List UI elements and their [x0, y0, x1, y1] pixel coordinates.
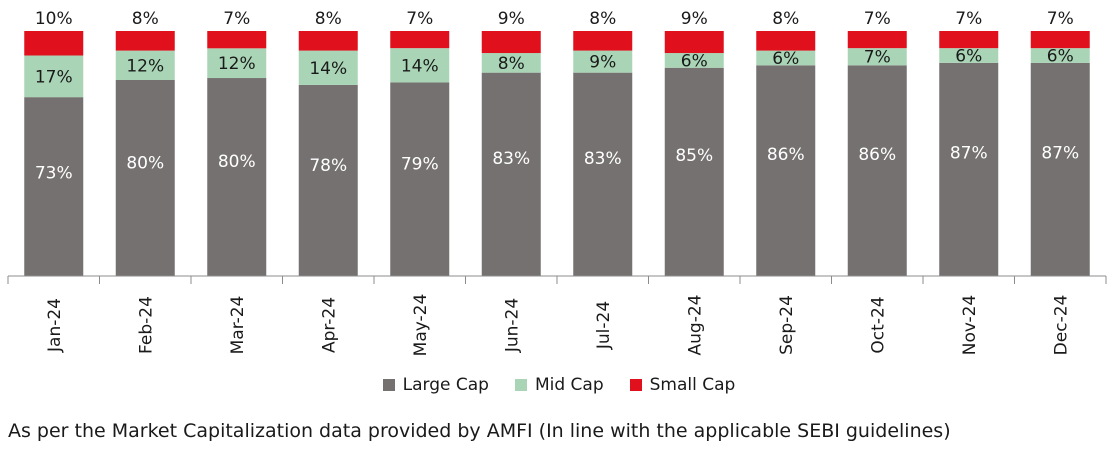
small-cap-label-apr-24: 8% — [315, 9, 342, 29]
mid-cap-label-may-24: 14% — [401, 56, 439, 76]
mid-cap-label-dec-24: 6% — [1047, 47, 1074, 67]
mid-cap-bar-apr-24 — [298, 50, 358, 85]
large-cap-label-may-24: 79% — [401, 155, 439, 175]
x-tick-label-dec-24: Dec-24 — [1051, 295, 1071, 356]
x-tick-label-may-24: May-24 — [411, 294, 431, 357]
mid-cap-label-feb-24: 12% — [126, 56, 164, 76]
mid-cap-bar-jul-24 — [573, 50, 633, 73]
large-cap-bar-jul-24 — [573, 72, 633, 277]
small-cap-label-may-24: 7% — [406, 9, 433, 29]
legend-label-mid-cap: Mid Cap — [534, 375, 604, 395]
large-cap-label-sep-24: 86% — [767, 145, 805, 165]
x-tick-label-sep-24: Sep-24 — [777, 295, 797, 355]
small-cap-label-nov-24: 7% — [955, 9, 982, 29]
mid-cap-label-aug-24: 6% — [681, 51, 708, 71]
mid-cap-label-oct-24: 7% — [864, 48, 891, 68]
footnote: As per the Market Capitalization data pr… — [8, 420, 951, 442]
small-cap-label-mar-24: 7% — [223, 9, 250, 29]
large-cap-bar-sep-24 — [756, 65, 816, 276]
large-cap-bar-dec-24 — [1030, 62, 1090, 276]
mid-cap-label-jun-24: 8% — [498, 54, 525, 74]
small-cap-label-aug-24: 9% — [681, 9, 708, 29]
mid-cap-bar-jun-24 — [481, 53, 541, 73]
legend-item-mid-cap: Mid Cap — [514, 375, 604, 395]
small-cap-label-jul-24: 8% — [589, 9, 616, 29]
small-cap-bar-may-24 — [390, 31, 450, 49]
large-cap-label-aug-24: 85% — [675, 146, 713, 166]
large-cap-label-jul-24: 83% — [584, 149, 622, 169]
x-tick-label-aug-24: Aug-24 — [685, 295, 705, 356]
mid-cap-bar-may-24 — [390, 48, 450, 83]
large-cap-bar-nov-24 — [939, 62, 999, 276]
x-tick-label-apr-24: Apr-24 — [319, 297, 339, 353]
mid-cap-label-apr-24: 14% — [309, 59, 347, 79]
small-cap-label-sep-24: 8% — [772, 9, 799, 29]
mid-cap-label-nov-24: 6% — [955, 47, 982, 67]
x-tick-label-mar-24: Mar-24 — [228, 296, 248, 355]
x-tick-label-nov-24: Nov-24 — [960, 295, 980, 356]
mid-cap-label-mar-24: 12% — [218, 54, 256, 74]
small-cap-label-jun-24: 9% — [498, 9, 525, 29]
bars-group: 73% 17% 10% 80% 12% 8% 80% 12% 7% 78% 14% 8% 79% 14% 7… — [24, 9, 1090, 277]
small-cap-label-feb-24: 8% — [132, 9, 159, 29]
x-tick-label-jun-24: Jun-24 — [502, 298, 522, 353]
small-cap-bar-nov-24 — [939, 31, 999, 49]
mid-cap-bar-mar-24 — [207, 48, 267, 79]
large-cap-label-mar-24: 80% — [218, 152, 256, 172]
x-tick-label-jan-24: Jan-24 — [45, 298, 65, 353]
large-cap-bar-may-24 — [390, 82, 450, 276]
legend: Large Cap Mid Cap Small Cap — [0, 375, 1118, 395]
x-tick-label-oct-24: Oct-24 — [868, 296, 888, 353]
small-cap-bar-jul-24 — [573, 31, 633, 51]
mid-cap-label-sep-24: 6% — [772, 49, 799, 69]
x-axis: Jan-24 Feb-24 Mar-24 Apr-24 May-24 Jun-24 Jul-… — [7, 275, 1107, 357]
mid-cap-label-jan-24: 17% — [35, 67, 73, 87]
small-cap-bar-jun-24 — [481, 31, 541, 54]
large-cap-label-apr-24: 78% — [309, 156, 347, 176]
x-tick-label-feb-24: Feb-24 — [136, 296, 156, 354]
mid-cap-label-jul-24: 9% — [589, 53, 616, 73]
small-cap-label-dec-24: 7% — [1047, 9, 1074, 29]
x-tick-label-jul-24: Jul-24 — [594, 301, 614, 350]
legend-swatch-mid-cap — [514, 379, 527, 391]
mid-cap-bar-jan-24 — [24, 55, 84, 98]
mid-cap-bar-feb-24 — [115, 50, 175, 80]
mid-cap-bar-oct-24 — [847, 48, 907, 66]
small-cap-bar-aug-24 — [664, 31, 724, 54]
large-cap-bar-jan-24 — [24, 97, 84, 277]
small-cap-label-oct-24: 7% — [864, 9, 891, 29]
legend-swatch-large-cap — [382, 379, 395, 391]
legend-label-small-cap: Small Cap — [649, 375, 736, 395]
large-cap-bar-apr-24 — [298, 84, 358, 277]
large-cap-label-jan-24: 73% — [35, 163, 73, 183]
legend-item-small-cap: Small Cap — [629, 375, 736, 395]
large-cap-bar-aug-24 — [664, 67, 724, 276]
legend-label-large-cap: Large Cap — [402, 375, 489, 395]
large-cap-bar-oct-24 — [847, 65, 907, 276]
small-cap-bar-dec-24 — [1030, 31, 1090, 49]
small-cap-bar-sep-24 — [756, 31, 816, 51]
large-cap-label-feb-24: 80% — [126, 153, 164, 173]
small-cap-bar-feb-24 — [115, 31, 175, 51]
large-cap-bar-mar-24 — [207, 78, 267, 276]
mid-cap-bar-aug-24 — [664, 53, 724, 68]
small-cap-bar-apr-24 — [298, 31, 358, 51]
mid-cap-bar-dec-24 — [1030, 48, 1090, 63]
large-cap-bar-feb-24 — [115, 80, 175, 276]
mid-cap-bar-sep-24 — [756, 50, 816, 66]
small-cap-bar-jan-24 — [24, 31, 84, 56]
small-cap-bar-mar-24 — [207, 31, 267, 49]
small-cap-bar-oct-24 — [847, 31, 907, 49]
legend-swatch-small-cap — [629, 379, 642, 391]
large-cap-bar-jun-24 — [481, 72, 541, 277]
large-cap-label-nov-24: 87% — [950, 143, 988, 163]
mid-cap-bar-nov-24 — [939, 48, 999, 63]
stacked-bar-chart: 73% 17% 10% 80% 12% 8% 80% 12% 7% 78% 14% 8% 79% 14% 7… — [7, 9, 1107, 357]
large-cap-label-jun-24: 83% — [492, 149, 530, 169]
legend-item-large-cap: Large Cap — [382, 375, 489, 395]
small-cap-label-jan-24: 10% — [35, 9, 73, 29]
large-cap-label-dec-24: 87% — [1041, 143, 1079, 163]
large-cap-label-oct-24: 86% — [858, 145, 896, 165]
